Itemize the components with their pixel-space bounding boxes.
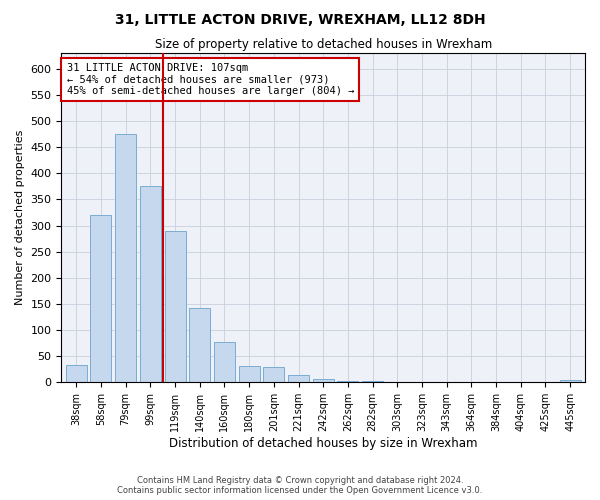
Bar [164,231,185,382]
Bar [313,378,334,382]
Bar [214,342,235,382]
Text: Contains HM Land Registry data © Crown copyright and database right 2024.
Contai: Contains HM Land Registry data © Crown c… [118,476,482,495]
Bar [263,366,284,382]
Bar [560,380,581,382]
Bar [140,186,161,382]
Text: 31 LITTLE ACTON DRIVE: 107sqm
← 54% of detached houses are smaller (973)
45% of : 31 LITTLE ACTON DRIVE: 107sqm ← 54% of d… [67,63,354,96]
Bar [189,308,210,382]
Y-axis label: Number of detached properties: Number of detached properties [15,130,25,306]
Title: Size of property relative to detached houses in Wrexham: Size of property relative to detached ho… [155,38,492,51]
Bar [239,366,260,382]
Bar [288,374,309,382]
Bar [115,134,136,382]
Bar [91,215,112,382]
X-axis label: Distribution of detached houses by size in Wrexham: Distribution of detached houses by size … [169,437,478,450]
Text: 31, LITTLE ACTON DRIVE, WREXHAM, LL12 8DH: 31, LITTLE ACTON DRIVE, WREXHAM, LL12 8D… [115,12,485,26]
Bar [337,381,358,382]
Bar [66,365,87,382]
